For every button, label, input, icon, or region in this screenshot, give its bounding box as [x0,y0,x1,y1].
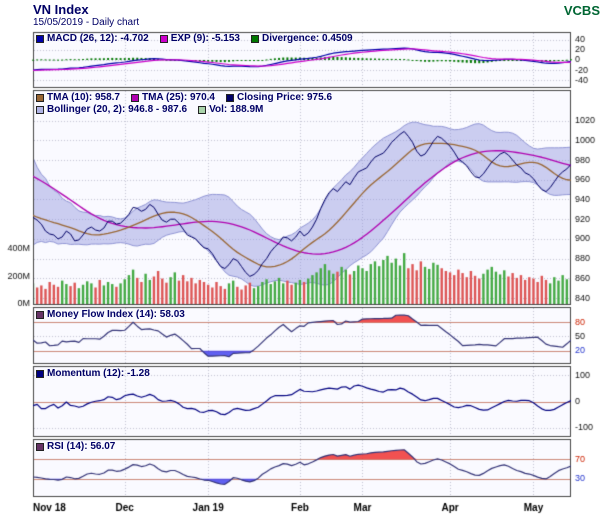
brand-logo-text: VCBS [563,3,600,18]
legend-item-closing-price: Closing Price: 975.6 [225,92,333,103]
volume-swatch-icon [198,105,207,114]
rsi-series-swatch-icon [36,442,44,451]
legend-item-rsi: RSI (14): 56.07 [36,441,115,452]
divergence-series-swatch-icon [251,34,259,43]
price-legend-row2: Bollinger (20, 2): 946.8 - 987.6 Vol: 18… [36,104,263,115]
mfi-series-swatch-icon [36,310,44,319]
legend-item-volume: Vol: 188.9M [198,104,263,115]
mfi-legend: Money Flow Index (14): 58.03 [36,309,185,320]
momentum-legend: Momentum (12): -1.28 [36,368,150,379]
legend-item-exp: EXP (9): -5.153 [159,33,240,44]
macd-series-swatch-icon [36,34,44,43]
bollinger-legend-label: Bollinger (20, 2): 946.8 - 987.6 [47,104,188,115]
legend-item-bollinger: Bollinger (20, 2): 946.8 - 987.6 [36,104,187,115]
exp-series-swatch-icon [159,34,168,43]
closing-price-legend-label: Closing Price: 975.6 [236,92,333,103]
legend-item-tma10: TMA (10): 958.7 [36,92,120,103]
legend-item-divergence: Divergence: 0.4509 [251,33,353,44]
legend-item-tma25: TMA (25): 970.4 [130,92,215,103]
bollinger-swatch-icon [36,105,44,114]
tma25-legend-label: TMA (25): 970.4 [141,92,215,103]
legend-item-macd: MACD (26, 12): -4.702 [36,33,149,44]
momentum-legend-label: Momentum (12): -1.28 [47,368,150,379]
page-title: VN Index [33,2,89,17]
divergence-legend-label: Divergence: 0.4509 [262,33,353,44]
rsi-legend-label: RSI (14): 56.07 [47,441,116,452]
page-subtitle: 15/05/2019 - Daily chart [33,17,140,28]
tma10-legend-label: TMA (10): 958.7 [47,92,120,103]
legend-item-momentum: Momentum (12): -1.28 [36,368,150,379]
exp-legend-label: EXP (9): -5.153 [170,33,240,44]
legend-item-mfi: Money Flow Index (14): 58.03 [36,309,185,320]
momentum-series-swatch-icon [36,369,44,378]
volume-legend-label: Vol: 188.9M [209,104,264,115]
tma25-series-swatch-icon [130,93,139,102]
macd-legend-label: MACD (26, 12): -4.702 [47,33,149,44]
rsi-legend: RSI (14): 56.07 [36,441,115,452]
price-legend-row1: TMA (10): 958.7 TMA (25): 970.4 Closing … [36,92,332,103]
macd-legend: MACD (26, 12): -4.702 EXP (9): -5.153 Di… [36,33,353,44]
tma10-series-swatch-icon [36,93,44,102]
closing-price-swatch-icon [225,93,234,102]
mfi-legend-label: Money Flow Index (14): 58.03 [47,309,185,320]
